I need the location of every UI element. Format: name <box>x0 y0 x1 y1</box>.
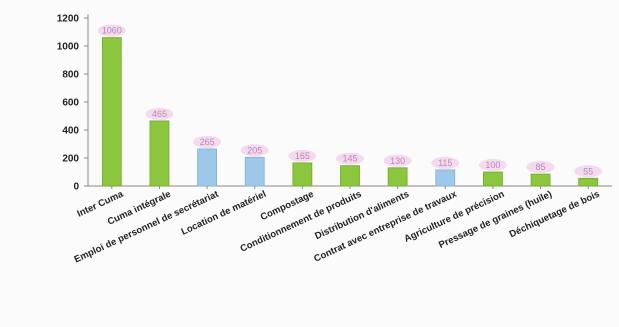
data-label-halo <box>336 152 364 165</box>
y-tick-label: 800 <box>62 70 79 81</box>
bar <box>292 162 313 187</box>
y-tick-label: 200 <box>62 154 79 165</box>
data-label-halo <box>478 159 507 171</box>
bar <box>197 148 217 187</box>
data-label-halo <box>574 165 603 178</box>
y-tick-label: 600 <box>62 98 79 109</box>
data-label-halo <box>145 107 174 120</box>
data-label-halo <box>193 135 222 148</box>
bar <box>387 167 408 187</box>
data-label-halo <box>383 154 412 167</box>
x-tick-label: Location de matériel <box>180 189 268 238</box>
data-label: 265 <box>200 137 215 147</box>
bar <box>340 165 360 187</box>
data-label: 115 <box>438 158 452 168</box>
x-tick-label: Déchiquetage de bois <box>508 189 602 240</box>
data-label: 85 <box>536 162 546 172</box>
data-label-halo <box>97 24 126 37</box>
y-tick-label: 0 <box>73 182 79 193</box>
bar <box>578 177 599 187</box>
bar <box>101 37 122 187</box>
data-label: 145 <box>342 154 357 164</box>
bar <box>483 171 503 187</box>
data-label: 165 <box>295 151 310 161</box>
y-tick-label: 1000 <box>57 42 80 53</box>
data-label: 465 <box>152 109 167 119</box>
data-label: 1060 <box>102 26 122 36</box>
data-label: 205 <box>247 145 262 155</box>
data-label: 130 <box>390 156 405 166</box>
y-tick-label: 400 <box>62 126 79 137</box>
data-label-halo <box>431 156 460 169</box>
data-label-halo <box>288 149 317 162</box>
data-label: 55 <box>583 166 593 176</box>
bar <box>149 120 170 187</box>
data-label-halo <box>240 144 269 157</box>
data-label-halo <box>526 161 555 174</box>
bar <box>435 169 456 187</box>
bar <box>530 173 551 187</box>
bar <box>244 156 265 187</box>
data-label: 100 <box>485 160 500 170</box>
y-tick-label: 1200 <box>57 14 80 25</box>
